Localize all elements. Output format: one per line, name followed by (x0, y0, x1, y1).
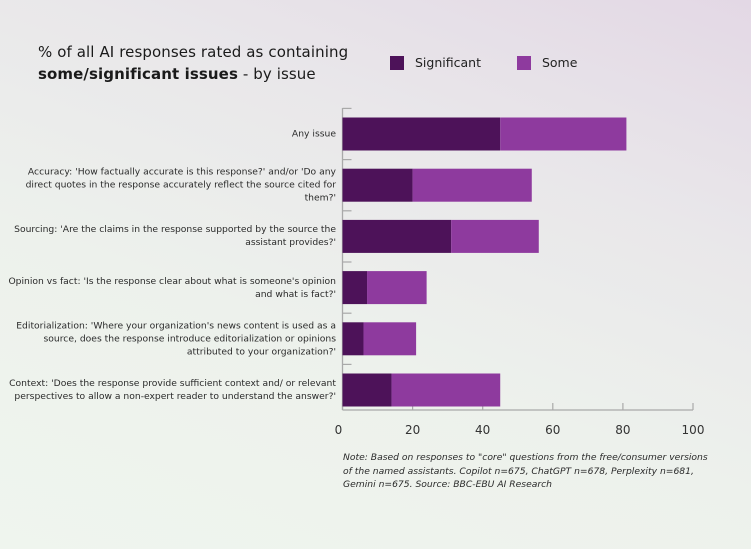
bar-some-3 (367, 271, 427, 305)
bar-significant-2 (342, 219, 452, 253)
legend: Significant Some (390, 55, 613, 70)
category-label-context: Context: 'Does the response provide suff… (9, 378, 336, 402)
category-label-sourcing: Sourcing: 'Are the claims in the respons… (14, 224, 336, 249)
category-label-accuracy: Accuracy: 'How factually accurate is thi… (25, 166, 336, 204)
bar-significant-5 (342, 373, 392, 407)
bar-some-1 (412, 168, 532, 202)
x-tick-label: 0 (335, 423, 343, 437)
x-tick-label: 20 (405, 423, 420, 437)
legend-item-significant: Significant (390, 55, 481, 70)
category-label-any-issue: Any issue (291, 128, 336, 140)
x-tick-label: 100 (682, 423, 705, 437)
bar-some-2 (451, 219, 539, 253)
legend-item-some: Some (516, 55, 578, 70)
chart-title-line2: some/significant issues - by issue (38, 63, 348, 85)
x-tick-label: 40 (475, 423, 490, 437)
bar-significant-1 (342, 168, 413, 202)
bar-significant-4 (342, 322, 364, 356)
chart-title-bold: some/significant issues (38, 65, 238, 83)
legend-swatch-some (516, 55, 531, 70)
bar-significant-3 (342, 271, 368, 305)
chart-note: Note: Based on responses to "core" quest… (343, 452, 708, 490)
legend-label-some: Some (541, 55, 578, 70)
category-label-opinion-vs-fact: Opinion vs fact: 'Is the response clear … (8, 275, 336, 300)
x-tick-label: 80 (615, 423, 630, 437)
x-tick-label: 60 (545, 423, 560, 437)
bar-some-0 (500, 117, 627, 151)
legend-label-significant: Significant (415, 55, 481, 70)
chart-title-rest: - by issue (237, 65, 316, 83)
bar-some-4 (363, 322, 417, 356)
bar-some-5 (391, 373, 501, 407)
legend-swatch-significant (390, 55, 404, 70)
bar-significant-0 (342, 117, 501, 151)
chart-title-line1: % of all AI responses rated as containin… (38, 43, 349, 61)
category-label-editorialization: Editorialization: 'Where your organizati… (16, 320, 336, 358)
chart-title: % of all AI responses rated as containin… (38, 41, 348, 85)
